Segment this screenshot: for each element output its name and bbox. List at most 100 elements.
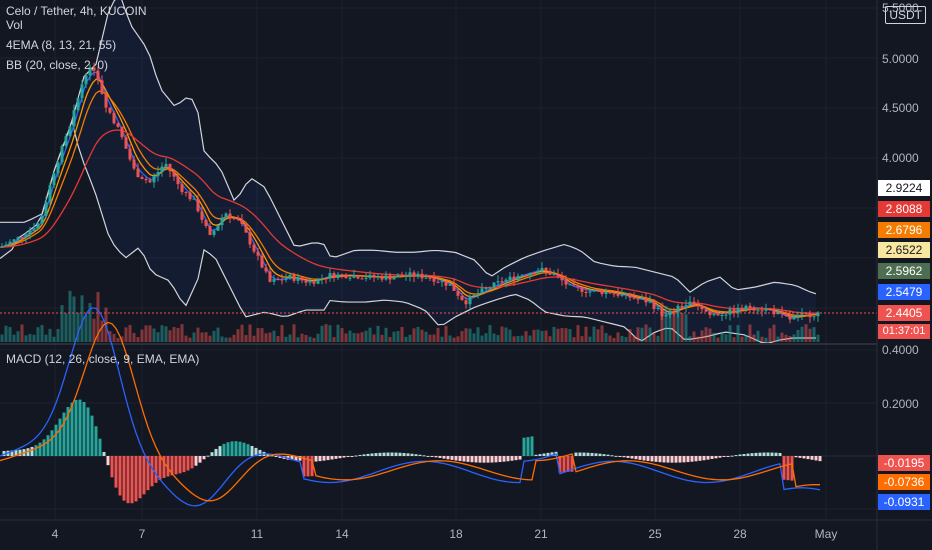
price-candles bbox=[0, 62, 820, 324]
candle-body bbox=[792, 316, 796, 320]
candle-body bbox=[760, 310, 764, 312]
macd-histogram-bar bbox=[690, 456, 694, 462]
candle-body bbox=[788, 315, 792, 320]
volume-legend[interactable]: Vol bbox=[6, 18, 23, 32]
volume-bar bbox=[192, 332, 196, 342]
volume-bar bbox=[432, 334, 436, 342]
macd-histogram-bar bbox=[750, 453, 754, 456]
candle-body bbox=[348, 277, 352, 279]
macd-histogram-bar bbox=[366, 453, 370, 456]
candle-body bbox=[456, 290, 460, 296]
volume-bar bbox=[236, 329, 240, 342]
macd-histogram-bar bbox=[210, 452, 214, 456]
macd-legend[interactable]: MACD (12, 26, close, 9, EMA, EMA) bbox=[6, 352, 200, 366]
candle-body bbox=[252, 244, 256, 252]
macd-histogram-bar bbox=[230, 441, 234, 456]
macd-histogram-bar bbox=[802, 456, 806, 459]
macd-histogram-bar bbox=[330, 456, 334, 460]
volume-bar bbox=[120, 336, 124, 342]
volume-bar bbox=[484, 333, 488, 342]
macd-histogram-bar bbox=[682, 456, 686, 463]
macd-histogram-bar bbox=[486, 456, 490, 463]
macd-histogram-bar bbox=[622, 456, 626, 458]
volume-bar bbox=[424, 331, 428, 342]
macd-histogram-bar bbox=[358, 454, 362, 456]
candle-body bbox=[332, 273, 336, 279]
volume-bar bbox=[744, 335, 748, 342]
macd-histogram-bar bbox=[50, 430, 54, 456]
symbol-title[interactable]: Celo / Tether, 4h, KUCOIN bbox=[6, 4, 147, 18]
candle-body bbox=[88, 67, 92, 76]
macd-histogram-bar bbox=[766, 452, 770, 456]
volume-bar bbox=[584, 326, 588, 342]
macd-histogram-bar bbox=[94, 426, 98, 456]
volume-bar bbox=[776, 336, 780, 342]
candle-body bbox=[512, 276, 516, 280]
macd-histogram-bar bbox=[58, 418, 62, 456]
volume-bar bbox=[44, 334, 48, 342]
time-axis-label: 7 bbox=[139, 527, 146, 541]
volume-bar bbox=[792, 334, 796, 342]
bb-legend[interactable]: BB (20, close, 2, 0) bbox=[6, 58, 109, 72]
volume-bar bbox=[388, 337, 392, 342]
volume-bar bbox=[344, 333, 348, 342]
candle-body bbox=[108, 107, 112, 113]
volume-bar bbox=[556, 328, 560, 342]
macd-histogram-bar bbox=[710, 456, 714, 460]
volume-bar bbox=[512, 336, 516, 342]
macd-histogram-bar bbox=[734, 455, 738, 457]
volume-bar bbox=[644, 324, 648, 342]
candle-body bbox=[716, 314, 720, 316]
volume-bar bbox=[596, 329, 600, 342]
volume-bar bbox=[796, 329, 800, 342]
macd-histogram-bar bbox=[698, 456, 702, 461]
candle-body bbox=[584, 291, 588, 293]
volume-bar bbox=[440, 336, 444, 342]
volume-bar bbox=[780, 332, 784, 342]
candle-body bbox=[808, 313, 812, 318]
macd-histogram-bar bbox=[754, 452, 758, 456]
candle-body bbox=[488, 287, 492, 289]
macd-histogram-bar bbox=[426, 455, 430, 457]
macd-histogram-bar bbox=[478, 456, 482, 463]
macd-histogram-bar bbox=[338, 456, 342, 459]
volume-bar bbox=[548, 336, 552, 342]
volume-bar bbox=[248, 324, 252, 342]
volume-bar bbox=[756, 330, 760, 342]
volume-bar bbox=[672, 311, 676, 342]
volume-bar bbox=[480, 335, 484, 342]
macd-histogram-bar bbox=[790, 456, 794, 481]
macd-histogram-bar bbox=[762, 452, 766, 456]
volume-bar bbox=[16, 331, 20, 342]
macd-histogram-bar bbox=[774, 452, 778, 456]
candle-body bbox=[640, 298, 644, 300]
macd-pane bbox=[0, 307, 877, 507]
candle-body bbox=[180, 184, 184, 193]
macd-histogram-bar bbox=[54, 424, 58, 456]
candle-body bbox=[612, 293, 616, 295]
macd-histogram-bar bbox=[146, 456, 150, 491]
volume-bar bbox=[164, 326, 168, 342]
candle-body bbox=[728, 309, 732, 315]
candle-body bbox=[280, 279, 284, 281]
candle-body bbox=[52, 173, 56, 186]
macd-histogram-bar bbox=[290, 456, 294, 461]
ema-legend[interactable]: 4EMA (8, 13, 21, 55) bbox=[6, 38, 117, 52]
candle-body bbox=[656, 307, 660, 309]
currency-button[interactable]: USDT bbox=[885, 6, 926, 24]
macd-line bbox=[0, 307, 821, 507]
macd-histogram-bar bbox=[586, 452, 590, 456]
macd-histogram-bar bbox=[194, 456, 198, 466]
volume-bar bbox=[4, 325, 8, 342]
candle-body bbox=[164, 163, 168, 167]
volume-bar bbox=[520, 335, 524, 342]
volume-bar bbox=[172, 327, 176, 342]
candle-body bbox=[220, 217, 224, 226]
price-axis-label: 5.0000 bbox=[882, 52, 919, 66]
candle-body bbox=[704, 309, 708, 312]
macd-histogram-bar bbox=[30, 446, 34, 456]
volume-bar bbox=[392, 331, 396, 342]
macd-histogram-bar bbox=[694, 456, 698, 462]
volume-bar bbox=[384, 327, 388, 342]
